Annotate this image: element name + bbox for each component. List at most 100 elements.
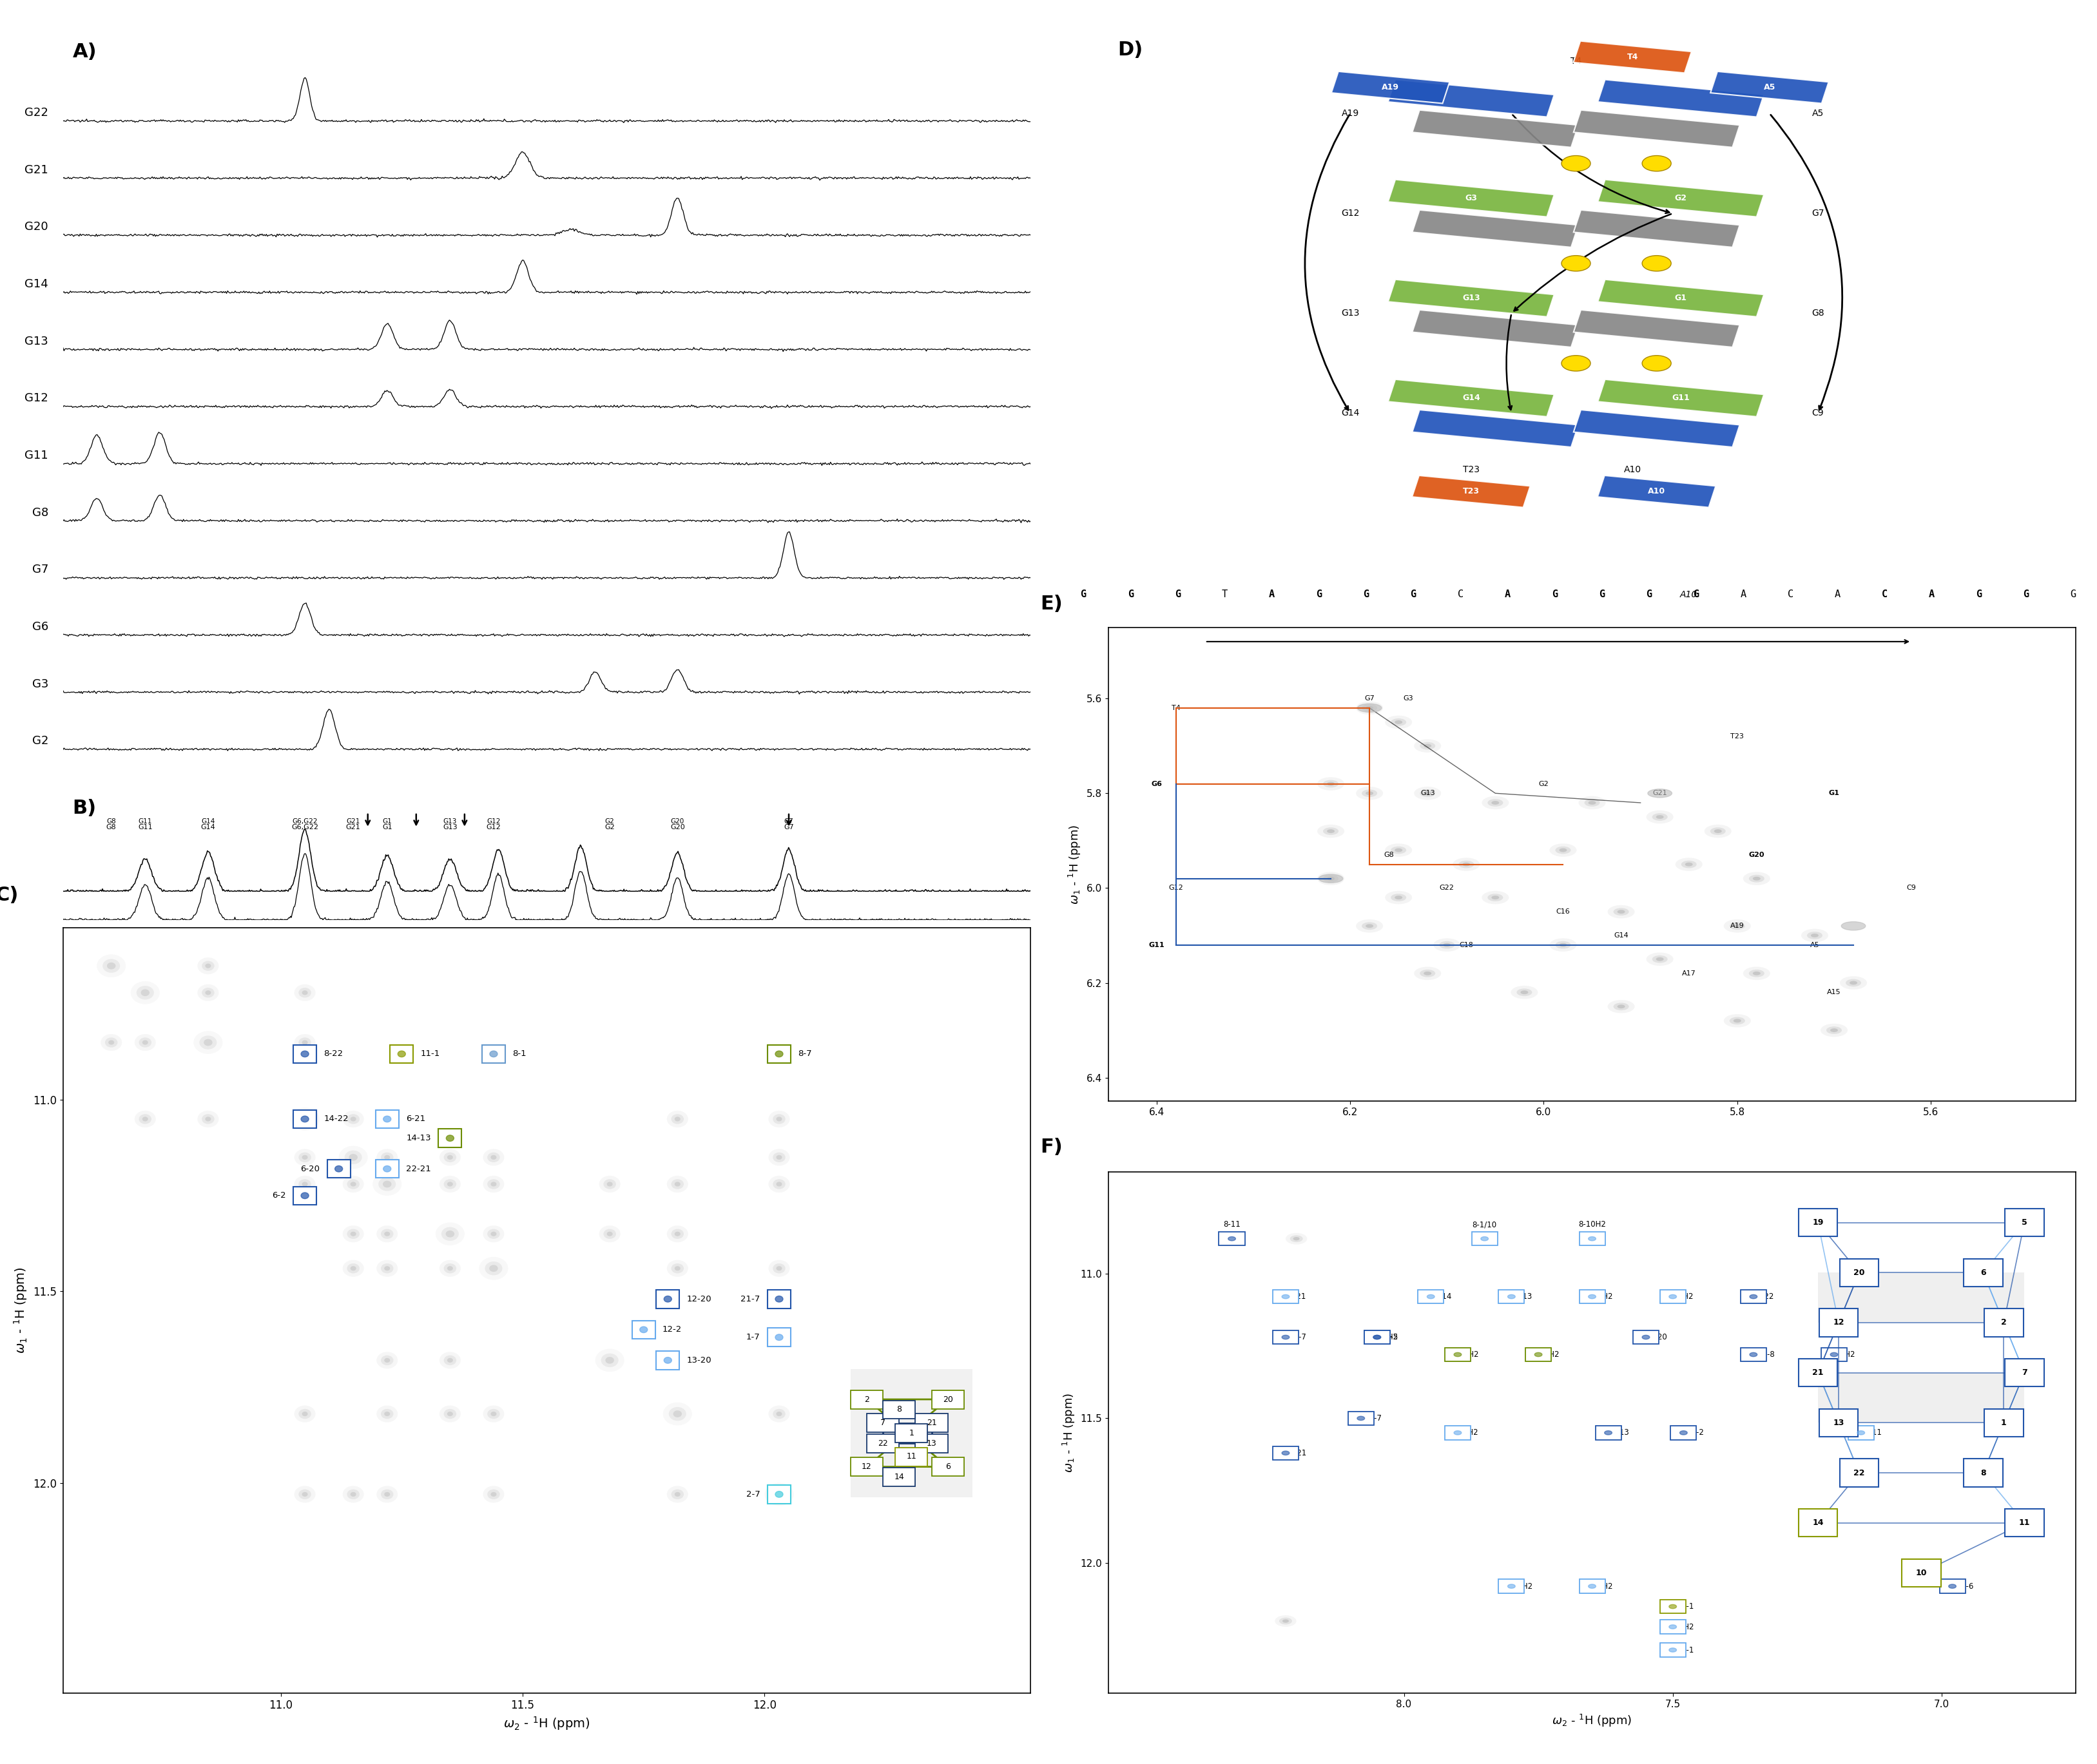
- Circle shape: [1724, 1014, 1751, 1027]
- Bar: [1218, 1231, 1246, 1245]
- Circle shape: [344, 1150, 363, 1164]
- Circle shape: [606, 1231, 612, 1237]
- Circle shape: [1587, 1295, 1596, 1298]
- Bar: [1418, 1289, 1443, 1304]
- Circle shape: [669, 1408, 686, 1420]
- Circle shape: [774, 1152, 786, 1162]
- Circle shape: [199, 1035, 216, 1050]
- Circle shape: [1751, 1353, 1757, 1357]
- Circle shape: [487, 1152, 499, 1162]
- Circle shape: [1447, 1349, 1468, 1360]
- Polygon shape: [1598, 279, 1764, 318]
- Circle shape: [1667, 1623, 1680, 1630]
- Circle shape: [350, 1117, 356, 1122]
- Circle shape: [1724, 919, 1751, 933]
- Circle shape: [1384, 716, 1411, 729]
- Circle shape: [776, 1491, 782, 1498]
- Circle shape: [1374, 1335, 1380, 1339]
- Circle shape: [491, 1051, 497, 1057]
- Circle shape: [1480, 1237, 1487, 1240]
- Circle shape: [105, 1037, 117, 1048]
- Circle shape: [1556, 942, 1571, 949]
- Polygon shape: [1598, 180, 1764, 217]
- Circle shape: [675, 1231, 679, 1237]
- Circle shape: [350, 1231, 356, 1237]
- Text: 8-7: 8-7: [799, 1050, 812, 1058]
- Circle shape: [440, 1148, 461, 1166]
- Circle shape: [1365, 924, 1374, 928]
- Circle shape: [1491, 801, 1499, 804]
- Circle shape: [1420, 790, 1434, 797]
- Text: G13: G13: [1462, 295, 1480, 302]
- Circle shape: [604, 1178, 617, 1189]
- Text: 2-6: 2-6: [1961, 1582, 1973, 1591]
- Text: G13: G13: [1340, 309, 1359, 318]
- Text: 14-22: 14-22: [323, 1115, 348, 1124]
- Text: 6-20: 6-20: [1650, 1334, 1667, 1341]
- Polygon shape: [1598, 79, 1764, 116]
- Circle shape: [1743, 1349, 1764, 1360]
- Circle shape: [1451, 1351, 1464, 1358]
- Circle shape: [491, 1155, 497, 1159]
- Polygon shape: [1711, 71, 1829, 104]
- Circle shape: [1390, 718, 1407, 727]
- Text: 2-5H2: 2-5H2: [1590, 1582, 1613, 1591]
- Circle shape: [770, 1487, 788, 1501]
- Circle shape: [774, 1491, 784, 1498]
- Polygon shape: [1411, 409, 1579, 446]
- Circle shape: [1753, 972, 1761, 975]
- Polygon shape: [1388, 180, 1554, 217]
- Text: G14: G14: [201, 818, 216, 826]
- Circle shape: [1413, 787, 1441, 799]
- Bar: [1365, 1330, 1390, 1344]
- Circle shape: [382, 1409, 394, 1418]
- Circle shape: [201, 1115, 214, 1124]
- Circle shape: [1642, 356, 1671, 370]
- Circle shape: [298, 1037, 310, 1048]
- Bar: [1820, 1348, 1847, 1362]
- Circle shape: [103, 960, 120, 972]
- Text: G12: G12: [487, 818, 501, 826]
- Circle shape: [1491, 896, 1499, 900]
- Text: G2: G2: [1676, 194, 1686, 203]
- Circle shape: [1424, 744, 1432, 748]
- Circle shape: [382, 1263, 394, 1274]
- Text: 1-7: 1-7: [747, 1334, 761, 1341]
- Circle shape: [776, 1297, 782, 1302]
- Circle shape: [1663, 1621, 1684, 1633]
- Circle shape: [445, 1355, 457, 1365]
- Text: 22-21: 22-21: [407, 1164, 432, 1173]
- Y-axis label: $\omega_1$ - $^1$H (ppm): $\omega_1$ - $^1$H (ppm): [1061, 1394, 1076, 1473]
- Circle shape: [1367, 1332, 1388, 1342]
- Circle shape: [201, 961, 214, 970]
- Circle shape: [1516, 988, 1533, 997]
- Circle shape: [1640, 1334, 1652, 1341]
- Circle shape: [1562, 356, 1590, 370]
- Circle shape: [1374, 1335, 1380, 1339]
- Circle shape: [445, 1409, 457, 1418]
- Circle shape: [774, 1178, 786, 1189]
- Circle shape: [491, 1411, 497, 1416]
- Circle shape: [1663, 1644, 1684, 1656]
- Text: T4: T4: [1627, 53, 1638, 62]
- Bar: [768, 1328, 791, 1346]
- Circle shape: [1613, 908, 1629, 916]
- Circle shape: [143, 1117, 149, 1122]
- Circle shape: [197, 1111, 218, 1127]
- Circle shape: [1395, 896, 1403, 900]
- Circle shape: [1667, 1646, 1680, 1653]
- Circle shape: [447, 1411, 453, 1416]
- Text: 22-10H2: 22-10H2: [1822, 1351, 1856, 1358]
- Circle shape: [440, 1177, 461, 1192]
- Circle shape: [1283, 1619, 1290, 1623]
- Circle shape: [1734, 1020, 1741, 1023]
- Circle shape: [1357, 702, 1384, 714]
- Text: G1: G1: [1676, 295, 1686, 302]
- Text: G8: G8: [1812, 309, 1824, 318]
- Circle shape: [294, 1177, 315, 1192]
- Text: G14: G14: [25, 279, 48, 289]
- Circle shape: [1428, 1295, 1434, 1298]
- Circle shape: [1669, 1648, 1676, 1653]
- Text: G14: G14: [1340, 409, 1359, 418]
- Circle shape: [1749, 1353, 1757, 1357]
